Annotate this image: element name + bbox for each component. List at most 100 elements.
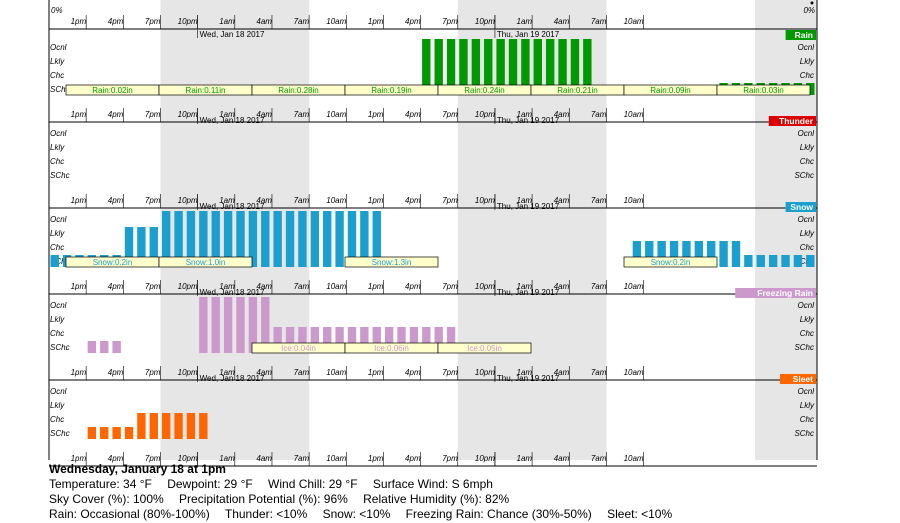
chance-label-right: Ocnl xyxy=(798,215,815,224)
date-label: Wed, Jan 18 2017 xyxy=(200,288,265,297)
precip-bar xyxy=(100,341,109,353)
readout-dewpoint: Dewpoint: 29 °F xyxy=(167,477,253,491)
chance-label-left: Ocnl xyxy=(50,387,67,396)
time-label: 7am xyxy=(294,196,310,205)
amount-label: Snow:1.0in xyxy=(186,258,226,267)
chance-label-right: Lkly xyxy=(800,57,815,66)
time-label: 7pm xyxy=(442,110,458,119)
time-label: 1am xyxy=(517,454,533,463)
time-label: 10pm xyxy=(178,196,198,205)
time-label: 1pm xyxy=(368,110,384,119)
time-label: 10pm xyxy=(178,17,198,26)
time-label: 1am xyxy=(517,368,533,377)
readout-sleet: Sleet: <10% xyxy=(607,507,673,521)
precip-bar xyxy=(496,39,505,95)
chance-label-left: Ocnl xyxy=(50,43,67,52)
precip-bar xyxy=(261,211,270,267)
chance-label-right: Lkly xyxy=(800,229,815,238)
chance-label-right: Ocnl xyxy=(798,301,815,310)
precip-bar xyxy=(781,255,790,267)
time-label: 10pm xyxy=(178,282,198,291)
precip-bar xyxy=(347,211,357,267)
time-label: 7pm xyxy=(145,17,161,26)
precip-bar xyxy=(236,297,245,353)
precip-bar xyxy=(174,211,183,267)
point-marker xyxy=(810,1,814,5)
readout-freezing-rain: Freezing Rain: Chance (30%-50%) xyxy=(405,507,592,521)
readout-rain: Rain: Occasional (80%-100%) xyxy=(49,507,210,521)
amount-label: Ice:0.05in xyxy=(467,344,502,353)
time-label: 4pm xyxy=(108,17,124,26)
panel-title-badge xyxy=(780,374,816,384)
date-label: Thu, Jan 19 2017 xyxy=(497,202,560,211)
time-label: 1pm xyxy=(368,368,384,377)
amount-box xyxy=(158,256,253,268)
time-label: 10am xyxy=(326,454,346,463)
amount-label: Snow:0.2in xyxy=(93,258,133,267)
time-label: 10am xyxy=(624,110,644,119)
precip-bar xyxy=(459,39,468,95)
time-label: 1am xyxy=(219,282,235,291)
amount-label: Snow:1.3in xyxy=(372,258,412,267)
chance-label-right: Lkly xyxy=(800,401,815,410)
time-label: 1am xyxy=(517,17,533,26)
precip-bar xyxy=(323,327,332,353)
precip-bar xyxy=(545,39,555,95)
time-label: 1am xyxy=(219,454,235,463)
night-band xyxy=(457,0,607,460)
amount-label: Rain:0.11in xyxy=(186,86,226,95)
chance-label-right: SChc xyxy=(794,171,814,180)
time-label: 4pm xyxy=(108,368,124,377)
precip-bar xyxy=(50,255,59,267)
time-label: 10am xyxy=(624,454,644,463)
time-label: 1am xyxy=(219,17,235,26)
time-label: 10pm xyxy=(178,368,198,377)
time-label: 10am xyxy=(326,368,346,377)
panel-title: Rain xyxy=(795,30,813,40)
chance-label-right: Chc xyxy=(800,71,814,80)
amount-box xyxy=(623,256,718,268)
chance-label-right: Ocnl xyxy=(798,43,815,52)
time-label: 7am xyxy=(591,17,607,26)
precip-bar xyxy=(719,241,728,267)
time-label: 7am xyxy=(294,368,310,377)
time-label: 4am xyxy=(256,282,272,291)
precip-bar xyxy=(533,39,542,95)
time-label: 4pm xyxy=(405,110,421,119)
precip-bar xyxy=(682,241,691,267)
precip-bar xyxy=(570,39,580,95)
precip-bar xyxy=(397,327,406,353)
time-label: 7am xyxy=(591,110,607,119)
precip-bar xyxy=(409,327,419,353)
time-label: 10pm xyxy=(475,110,495,119)
precip-bar xyxy=(793,255,803,267)
date-label: Wed, Jan 18 2017 xyxy=(200,116,265,125)
time-label: 4am xyxy=(554,196,570,205)
time-label: 10pm xyxy=(178,110,198,119)
precip-bar xyxy=(273,327,282,353)
readout-precip-potential: Precipitation Potential (%): 96% xyxy=(179,492,348,506)
readout-surface-wind: Surface Wind: S 6mph xyxy=(372,477,493,491)
time-label: 7am xyxy=(591,282,607,291)
precip-bar xyxy=(372,327,381,353)
time-label: 4am xyxy=(554,110,570,119)
precip-bar xyxy=(285,211,295,267)
chance-label-right: SChc xyxy=(794,257,814,266)
time-label: 4am xyxy=(256,17,272,26)
readout-line-3: Rain: Occasional (80%-100%) Thunder: <10… xyxy=(49,507,819,522)
chance-label-right: Ocnl xyxy=(798,387,815,396)
precip-bar xyxy=(756,255,765,267)
time-label: 4am xyxy=(554,282,570,291)
chance-label-right: Chc xyxy=(800,329,814,338)
time-label: 1pm xyxy=(71,368,87,377)
time-label: 1pm xyxy=(368,196,384,205)
readout-thunder: Thunder: <10% xyxy=(224,507,308,521)
precip-bar xyxy=(310,327,320,353)
panel-title: Snow xyxy=(790,202,813,212)
panel-title-badge xyxy=(735,288,816,298)
time-label: 7am xyxy=(591,454,607,463)
chance-label-left: Ocnl xyxy=(50,215,67,224)
time-label: 4am xyxy=(256,110,272,119)
time-label: 4am xyxy=(554,17,570,26)
chance-label-left: Chc xyxy=(50,157,64,166)
